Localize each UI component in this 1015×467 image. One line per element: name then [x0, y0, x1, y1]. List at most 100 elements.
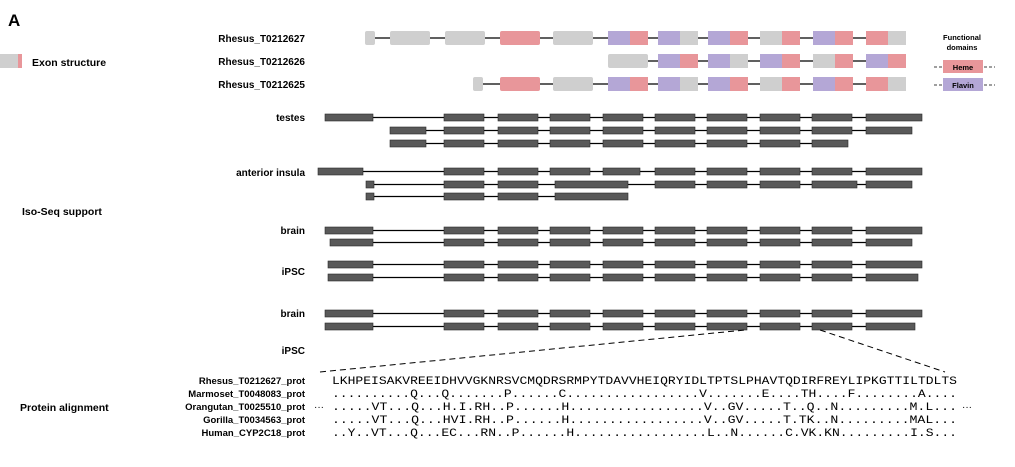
read-exon [865, 126, 913, 135]
exon [760, 54, 800, 68]
exon-part-heme [782, 54, 800, 68]
read-exon [654, 126, 696, 135]
zoom-line-right [819, 329, 946, 373]
read-exon [365, 192, 375, 201]
exon-part-gray [760, 77, 782, 91]
exon-block [500, 31, 540, 45]
read-exon [324, 322, 374, 331]
exon-part-gray [760, 31, 782, 45]
read-exon [443, 260, 485, 269]
alignment-sequence: ..........Q...Q.......P......C..........… [332, 389, 957, 401]
exon-block [500, 77, 540, 91]
exon-track [473, 77, 906, 91]
read-exon [497, 273, 539, 282]
read-exon [317, 167, 364, 176]
alignment-row-name: Rhesus_T0212627_prot [199, 376, 306, 387]
read-exon [865, 322, 916, 331]
exon-part-gray [730, 54, 748, 68]
exon-part-heme [835, 31, 853, 45]
legend-title: domains [947, 43, 978, 52]
exon-part-heme [835, 54, 853, 68]
read-exon [811, 139, 849, 148]
read-exon [654, 260, 696, 269]
read-exon [759, 180, 801, 189]
read-exon [759, 226, 801, 235]
read-exon [811, 238, 853, 247]
legend-swatch-flavin [943, 78, 983, 91]
exon [866, 31, 906, 45]
read-exon [497, 113, 539, 122]
exon [760, 31, 800, 45]
read-exon [811, 180, 858, 189]
read-exon [497, 180, 539, 189]
read-track [324, 226, 923, 235]
exon-part-heme [866, 31, 888, 45]
ellipsis-right: ··· [962, 402, 972, 413]
exon [365, 31, 375, 45]
read-exon [549, 260, 591, 269]
read-exon [602, 273, 644, 282]
exon [708, 31, 748, 45]
read-exon [443, 238, 485, 247]
read-exon [759, 309, 801, 318]
read-track [329, 238, 913, 247]
exon-part-gray [888, 31, 906, 45]
read-exon [497, 167, 539, 176]
exon [813, 77, 853, 91]
alignment-row-name: Orangutan_T0025510_prot [185, 402, 306, 413]
read-track [324, 113, 923, 122]
read-exon [706, 238, 748, 247]
tissue-label: iPSC [282, 267, 305, 278]
exon [658, 54, 698, 68]
exon-part-flavin [608, 31, 630, 45]
read-exon [706, 260, 748, 269]
read-track [389, 139, 849, 148]
exon-track [0, 54, 906, 68]
exon-block [473, 77, 483, 91]
exon-block [553, 77, 593, 91]
read-exon [497, 322, 539, 331]
read-exon [549, 238, 591, 247]
exon [866, 54, 906, 68]
read-exon [549, 273, 591, 282]
read-exon [324, 309, 374, 318]
exon-part-gray [813, 54, 835, 68]
read-exon [327, 273, 374, 282]
read-exon [865, 273, 919, 282]
exon [0, 54, 22, 68]
exon [390, 31, 430, 45]
alignment-row-name: Human_CYP2C18_prot [202, 428, 306, 439]
transcript-label: Rhesus_T0212625 [218, 80, 305, 91]
read-exon [811, 226, 853, 235]
legend-title: Functional [943, 33, 981, 42]
read-exon [324, 226, 374, 235]
read-exon [654, 113, 696, 122]
read-exon [654, 273, 696, 282]
read-exon [497, 139, 539, 148]
alignment-sequence: ..Y..VT...Q...EC...RN..P......H.........… [332, 428, 957, 440]
read-track [327, 260, 923, 269]
read-exon [389, 126, 427, 135]
section-iso-seq-support: Iso-Seq support [22, 206, 102, 218]
alignment-row-name: Marmoset_T0048083_prot [188, 389, 306, 400]
read-exon [811, 113, 853, 122]
exon-part-gray [680, 31, 698, 45]
exon-part-heme [835, 77, 853, 91]
exon [658, 31, 698, 45]
protein-alignment: Rhesus_T0212627_prot Marmoset_T0048083_p… [185, 376, 972, 440]
read-exon [706, 167, 748, 176]
read-exon [443, 273, 485, 282]
ellipsis-left: ··· [314, 402, 324, 413]
alignment-row-name: Gorilla_T0034563_prot [203, 415, 306, 426]
tissue-label: iPSC [282, 346, 305, 357]
exon-part-flavin [866, 54, 888, 68]
read-exon [443, 192, 485, 201]
alignment-sequence: .....VT...Q...HVI.RH..P......H..........… [332, 415, 957, 427]
exon-part-heme [630, 77, 648, 91]
exon-part-heme [888, 54, 906, 68]
read-track [365, 192, 629, 201]
exon-part-heme [680, 54, 698, 68]
read-track [324, 322, 916, 331]
exon-part-flavin [708, 54, 730, 68]
